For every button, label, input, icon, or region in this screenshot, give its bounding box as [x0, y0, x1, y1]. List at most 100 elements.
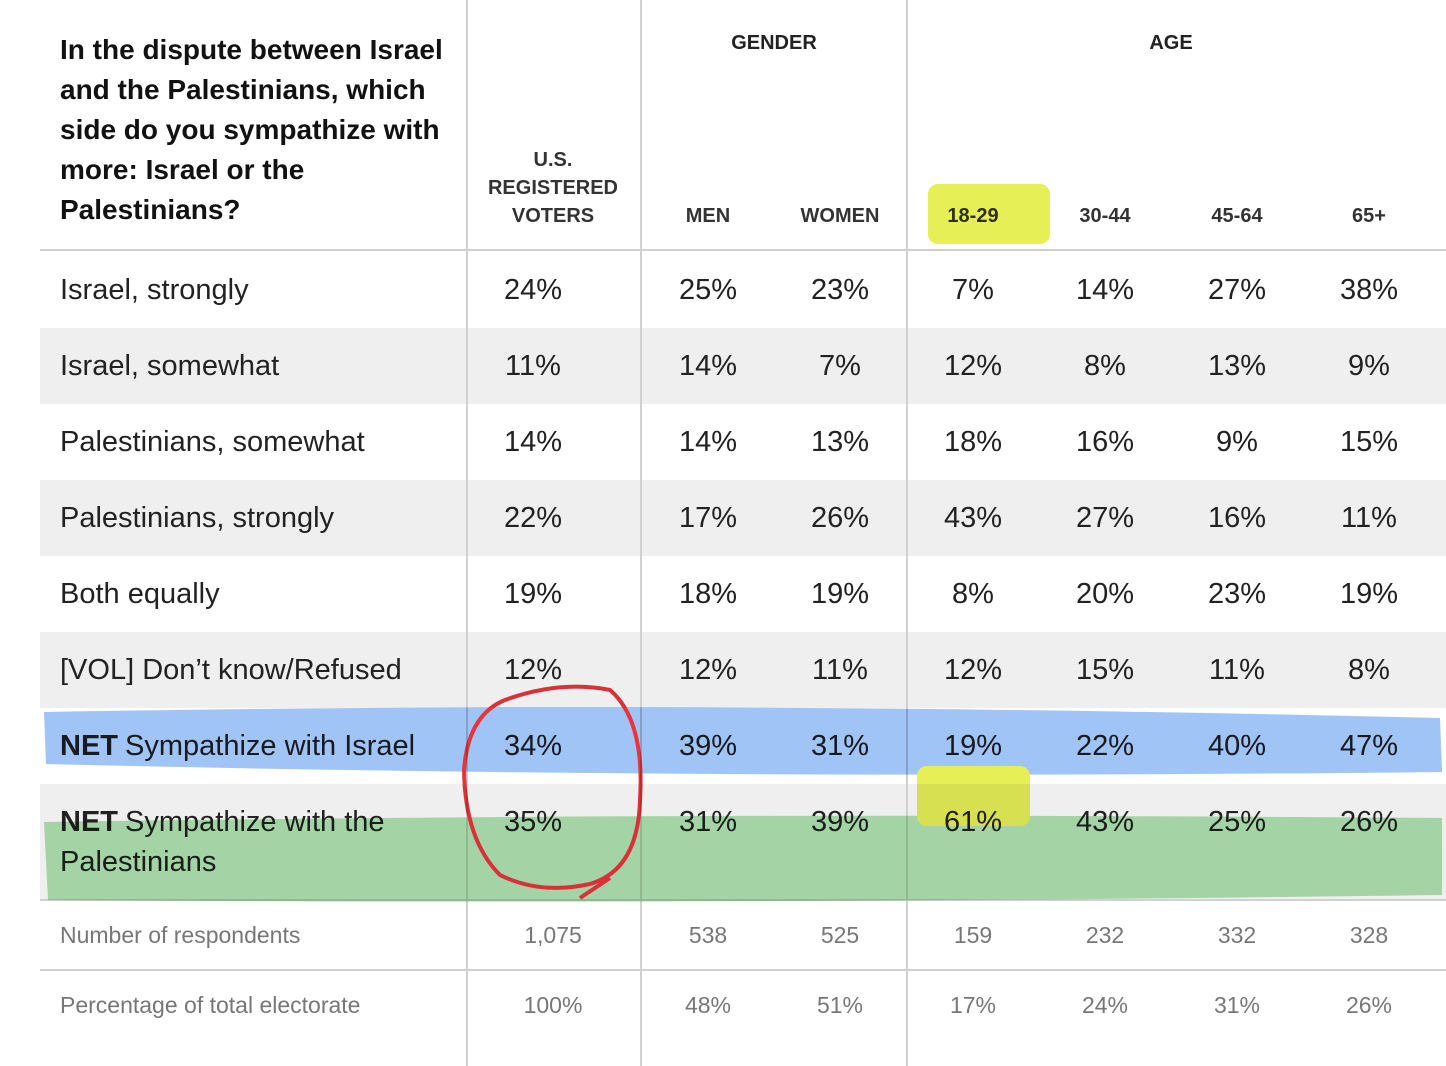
- cell-value: 19%: [810, 578, 870, 610]
- cell-value: 19%: [1339, 578, 1399, 610]
- cell-value: 13%: [1207, 350, 1267, 382]
- cell-value: 11%: [1209, 654, 1265, 686]
- cell-value: 22%: [1075, 730, 1135, 762]
- row-label-text: Palestinians, somewhat: [60, 426, 365, 458]
- cell-value: 14%: [678, 426, 738, 458]
- footer-value: 31%: [1213, 992, 1261, 1018]
- cell-value: 14%: [1075, 274, 1135, 306]
- cell-value: 8%: [952, 578, 994, 610]
- row-label: Israel, strongly: [60, 270, 450, 310]
- column-divider: [906, 0, 908, 1066]
- cell-value: 39%: [678, 730, 738, 762]
- cell-value: 8%: [1348, 654, 1390, 686]
- row-label-text: Israel, strongly: [60, 274, 249, 306]
- cell-value: 12%: [503, 654, 563, 686]
- footer-label: Number of respondents: [60, 922, 301, 948]
- column-header: MEN: [685, 205, 731, 227]
- column-header: 30-44: [1079, 205, 1131, 227]
- cell-value: 47%: [1339, 730, 1399, 762]
- cell-value: 35%: [503, 806, 563, 838]
- column-header: U.S. REGISTERED VOTERS: [487, 149, 619, 227]
- footer-value: 525: [820, 922, 860, 948]
- cell-value: 27%: [1207, 274, 1267, 306]
- cell-value: 11%: [1341, 502, 1397, 534]
- row-divider: [40, 249, 1446, 251]
- cell-value: 23%: [1207, 578, 1267, 610]
- cell-value: 26%: [1339, 806, 1399, 838]
- cell-value: 7%: [952, 274, 994, 306]
- footer-value: 26%: [1345, 992, 1393, 1018]
- cell-value: 14%: [503, 426, 563, 458]
- cell-value: 12%: [943, 350, 1003, 382]
- footer-value: 1,075: [524, 922, 582, 948]
- cell-value: 23%: [810, 274, 870, 306]
- row-label: NET Sympathize with the Palestinians: [60, 802, 450, 882]
- column-header: 65+: [1352, 205, 1386, 227]
- question: In the dispute between Israel and the Pa…: [60, 34, 443, 225]
- row-label-text: Israel, somewhat: [60, 350, 280, 382]
- row-divider: [40, 969, 1446, 971]
- cell-value: 18%: [678, 578, 738, 610]
- cell-value: 34%: [503, 730, 563, 762]
- cell-value: 25%: [1207, 806, 1267, 838]
- row-band: [40, 632, 1446, 708]
- footer-value: 328: [1349, 922, 1389, 948]
- cell-value: 12%: [678, 654, 738, 686]
- group-header: AGE: [1149, 32, 1193, 54]
- cell-value: 9%: [1216, 426, 1258, 458]
- footer-value: 17%: [949, 992, 997, 1018]
- row-label-bold: NET: [60, 730, 118, 762]
- cell-value: 11%: [505, 350, 561, 382]
- row-label: Israel, somewhat: [60, 346, 450, 386]
- cell-value: 15%: [1075, 654, 1135, 686]
- row-label: [VOL] Don’t know/Refused: [60, 650, 450, 690]
- row-label-text: Sympathize with Israel: [125, 730, 416, 762]
- column-header: WOMEN: [800, 205, 880, 227]
- cell-value: 43%: [943, 502, 1003, 534]
- cell-value: 11%: [812, 654, 868, 686]
- footer-label: Percentage of total electorate: [60, 992, 361, 1018]
- row-label-text: Both equally: [60, 578, 220, 610]
- cell-value: 13%: [810, 426, 870, 458]
- cell-value: 22%: [503, 502, 563, 534]
- row-label: Palestinians, somewhat: [60, 422, 450, 462]
- row-label: Both equally: [60, 574, 450, 614]
- cell-value: 17%: [678, 502, 738, 534]
- cell-value: 12%: [943, 654, 1003, 686]
- cell-value: 20%: [1075, 578, 1135, 610]
- row-label: NET Sympathize with Israel: [60, 726, 450, 766]
- cell-value: 31%: [810, 730, 870, 762]
- column-divider: [640, 0, 642, 1066]
- row-label-bold: NET: [60, 806, 118, 838]
- cell-value: 38%: [1339, 274, 1399, 306]
- row-band: [40, 328, 1446, 404]
- footer-value: 48%: [684, 992, 732, 1018]
- cell-value: 39%: [810, 806, 870, 838]
- footer-value: 332: [1217, 922, 1257, 948]
- column-header: 45-64: [1211, 205, 1263, 227]
- cell-value: 31%: [678, 806, 738, 838]
- cell-value: 8%: [1084, 350, 1126, 382]
- footer-value: 232: [1085, 922, 1125, 948]
- footer-value: 100%: [523, 992, 583, 1018]
- row-label-text: Palestinians, strongly: [60, 502, 335, 534]
- cell-value: 9%: [1348, 350, 1390, 382]
- cell-value: 14%: [678, 350, 738, 382]
- column-divider: [466, 0, 468, 1066]
- footer-value: 24%: [1081, 992, 1129, 1018]
- cell-value: 40%: [1207, 730, 1267, 762]
- footer-value: 51%: [816, 992, 864, 1018]
- cell-value: 26%: [810, 502, 870, 534]
- cell-value: 19%: [943, 730, 1003, 762]
- cell-value: 19%: [503, 578, 563, 610]
- cell-value: 16%: [1075, 426, 1135, 458]
- row-label: Palestinians, strongly: [60, 498, 450, 538]
- cell-value: 25%: [678, 274, 738, 306]
- cell-value: 61%: [943, 806, 1003, 838]
- cell-value: 27%: [1075, 502, 1135, 534]
- cell-value: 16%: [1207, 502, 1267, 534]
- footer-value: 159: [953, 922, 993, 948]
- cell-value: 43%: [1075, 806, 1135, 838]
- row-label-text: [VOL] Don’t know/Refused: [60, 654, 402, 686]
